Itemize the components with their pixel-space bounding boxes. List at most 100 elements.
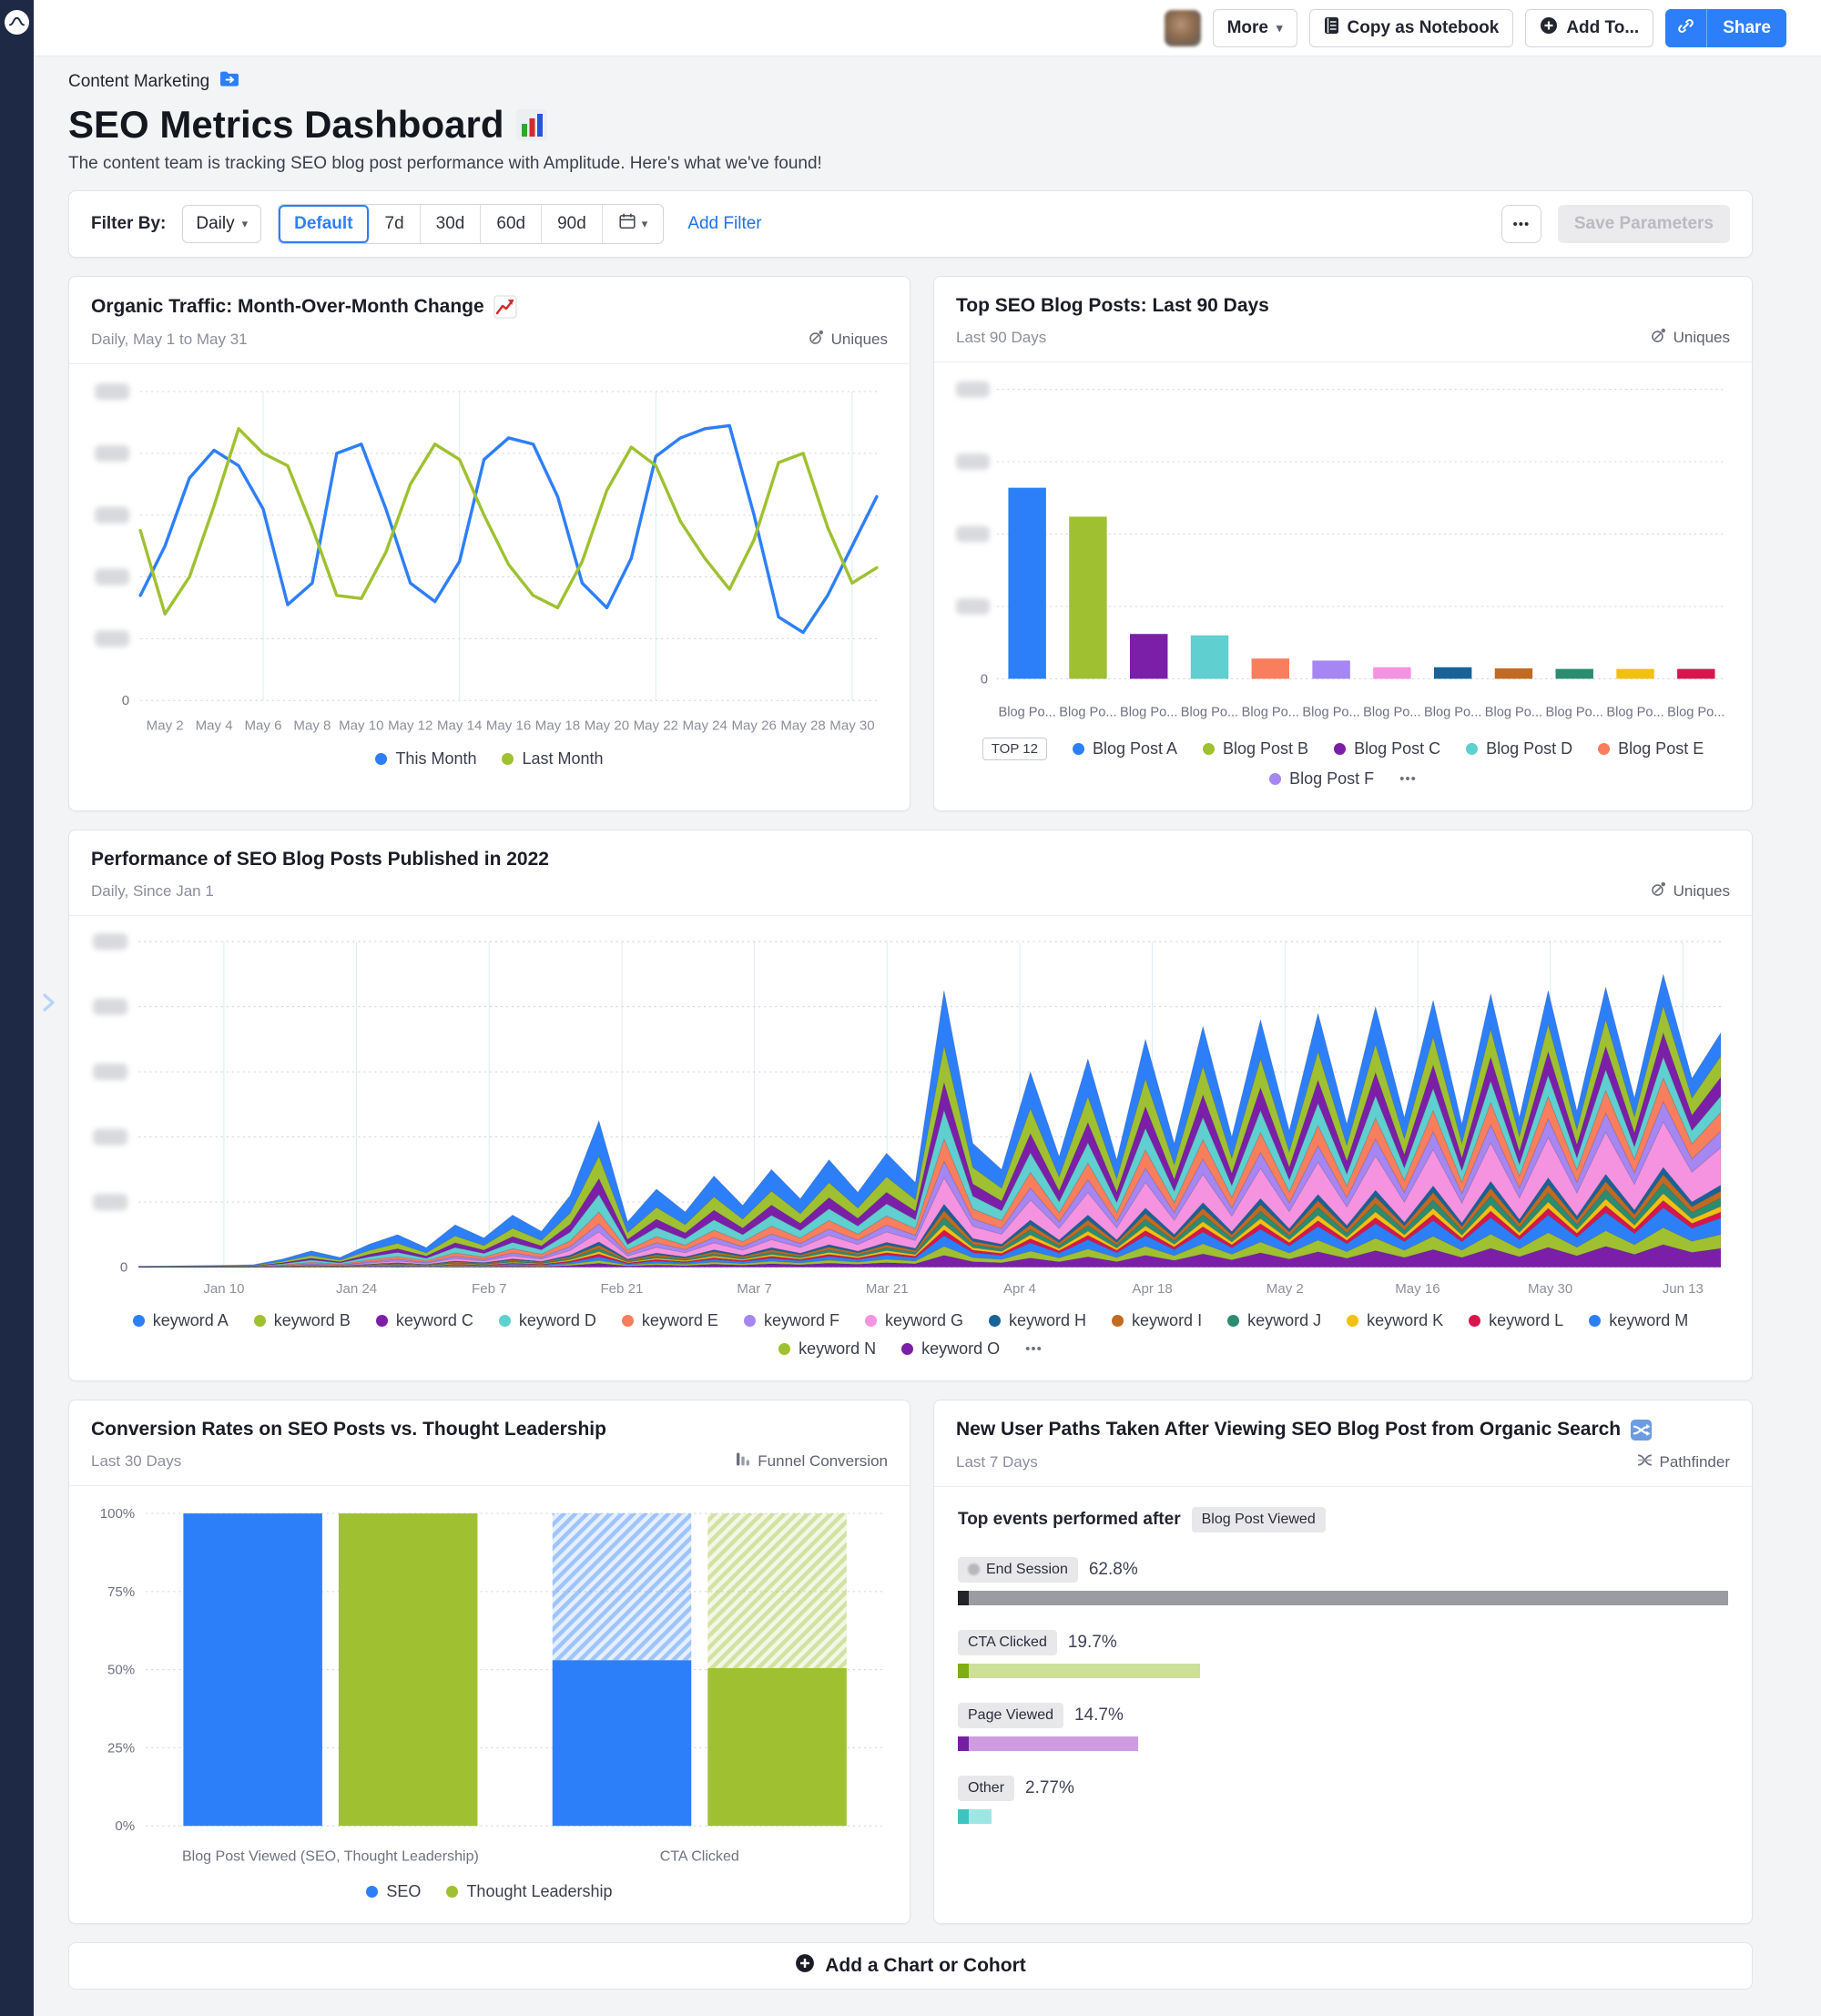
series-line-this-month[interactable] bbox=[138, 423, 879, 635]
funnel-bar-seo[interactable] bbox=[552, 1660, 692, 1827]
legend-top-badge[interactable]: TOP 12 bbox=[982, 738, 1047, 760]
legend-item[interactable]: keyword E bbox=[621, 1311, 718, 1330]
chart-type-label[interactable]: Uniques bbox=[1650, 881, 1730, 902]
custom-date-range[interactable]: ▾ bbox=[603, 205, 664, 243]
legend-item[interactable]: keyword M bbox=[1589, 1311, 1688, 1330]
range-7d[interactable]: 7d bbox=[370, 205, 421, 243]
filter-more-button[interactable]: ••• bbox=[1501, 205, 1541, 243]
bar-blog-post-5[interactable] bbox=[1251, 658, 1290, 679]
legend-item[interactable]: keyword D bbox=[498, 1311, 596, 1330]
page-title-text: SEO Metrics Dashboard bbox=[68, 103, 504, 146]
legend-item[interactable]: keyword H bbox=[989, 1311, 1086, 1330]
legend-item[interactable]: Last Month bbox=[502, 749, 604, 769]
legend-item[interactable]: Blog Post C bbox=[1334, 739, 1440, 759]
x-axis-tick: Blog Po... bbox=[1120, 705, 1177, 719]
legend-item[interactable]: keyword J bbox=[1227, 1311, 1321, 1330]
event-segmentation-icon bbox=[1650, 881, 1667, 902]
legend-item[interactable]: This Month bbox=[375, 749, 476, 769]
bar-blog-post-9[interactable] bbox=[1494, 668, 1533, 679]
event-chip[interactable]: Other bbox=[958, 1775, 1015, 1801]
area-keyword-k[interactable] bbox=[138, 1192, 1722, 1268]
share-button[interactable]: Share bbox=[1707, 9, 1786, 47]
event-percentage: 14.7% bbox=[1074, 1705, 1124, 1725]
event-bar bbox=[958, 1736, 1728, 1751]
bar-blog-post-10[interactable] bbox=[1555, 668, 1593, 679]
event-segmentation-icon bbox=[1650, 327, 1667, 349]
range-30d[interactable]: 30d bbox=[421, 205, 482, 243]
breadcrumb[interactable]: Content Marketing bbox=[68, 71, 210, 91]
funnel-bar-seo[interactable] bbox=[183, 1512, 322, 1827]
chart-type-label[interactable]: Uniques bbox=[1650, 327, 1730, 349]
legend-item[interactable]: keyword A bbox=[132, 1311, 229, 1330]
bar-blog-post-6[interactable] bbox=[1312, 660, 1350, 679]
legend-item[interactable]: Blog Post D bbox=[1466, 739, 1572, 759]
legend-item[interactable]: keyword K bbox=[1347, 1311, 1443, 1330]
bar-blog-post-11[interactable] bbox=[1616, 668, 1654, 679]
legend-item[interactable]: keyword F bbox=[743, 1311, 839, 1330]
bar-blog-post-1[interactable] bbox=[1008, 487, 1046, 679]
funnel-drop-off-thought-leadership[interactable] bbox=[707, 1512, 847, 1668]
range-60d[interactable]: 60d bbox=[481, 205, 543, 243]
bar-blog-post-2[interactable] bbox=[1069, 516, 1107, 679]
legend-item[interactable]: keyword B bbox=[253, 1311, 351, 1330]
x-axis-tick: Feb 7 bbox=[472, 1281, 506, 1297]
event-chip[interactable]: End Session bbox=[958, 1556, 1078, 1583]
interval-dropdown[interactable]: Daily ▾ bbox=[182, 205, 262, 243]
area-keyword-a[interactable] bbox=[137, 973, 1722, 1268]
funnel-bar-thought-leadership[interactable] bbox=[338, 1512, 478, 1827]
legend-item[interactable]: Blog Post F bbox=[1269, 769, 1374, 789]
range-default[interactable]: Default bbox=[279, 205, 370, 243]
event-chip[interactable]: CTA Clicked bbox=[958, 1629, 1057, 1655]
bar-blog-post-3[interactable] bbox=[1130, 634, 1168, 679]
chart-legend: SEO Thought Leadership bbox=[87, 1875, 891, 1914]
legend-item[interactable]: Thought Leadership bbox=[446, 1882, 613, 1901]
copy-as-notebook-button[interactable]: Copy as Notebook bbox=[1308, 8, 1514, 47]
add-filter-link[interactable]: Add Filter bbox=[687, 214, 762, 233]
legend-item[interactable]: keyword C bbox=[375, 1311, 473, 1330]
more-button[interactable]: More ▾ bbox=[1212, 8, 1297, 47]
event-chip[interactable]: Page Viewed bbox=[958, 1702, 1063, 1728]
legend-item[interactable]: keyword N bbox=[778, 1339, 876, 1359]
x-axis-tick: Jan 10 bbox=[203, 1281, 244, 1297]
bar-blog-post-8[interactable] bbox=[1433, 667, 1472, 679]
bar-blog-post-12[interactable] bbox=[1677, 668, 1715, 679]
chart-type-label[interactable]: Funnel Conversion bbox=[735, 1451, 888, 1472]
legend-label: keyword O bbox=[921, 1339, 1001, 1358]
amplitude-logo[interactable] bbox=[5, 10, 29, 35]
legend-item[interactable]: keyword I bbox=[1112, 1311, 1202, 1330]
copy-link-button[interactable] bbox=[1665, 8, 1708, 47]
chart-type-label[interactable]: Uniques bbox=[808, 329, 888, 351]
event-bar-lead bbox=[958, 1808, 969, 1824]
bar-blog-post-4[interactable] bbox=[1190, 635, 1229, 679]
y-axis-tick: 0% bbox=[115, 1818, 135, 1834]
legend-item[interactable]: SEO bbox=[366, 1882, 421, 1901]
legend-item[interactable]: Blog Post B bbox=[1203, 739, 1308, 759]
move-to-folder-icon[interactable] bbox=[219, 69, 240, 94]
legend-item[interactable]: keyword O bbox=[901, 1339, 1000, 1359]
event-chip[interactable]: Blog Post Viewed bbox=[1191, 1506, 1326, 1532]
legend-more-button[interactable]: ••• bbox=[1399, 771, 1417, 787]
link-icon bbox=[1677, 17, 1694, 39]
legend-label: Last Month bbox=[522, 749, 604, 769]
chart-type-label[interactable]: Pathfinder bbox=[1636, 1451, 1730, 1473]
legend-dot-icon bbox=[446, 1886, 459, 1899]
legend-dot-icon bbox=[864, 1314, 877, 1327]
bar-blog-post-7[interactable] bbox=[1373, 667, 1411, 679]
sidebar-expand-chevron-icon[interactable] bbox=[38, 991, 58, 1019]
save-parameters-button[interactable]: Save Parameters bbox=[1557, 205, 1730, 243]
add-chart-or-cohort-button[interactable]: Add a Chart or Cohort bbox=[68, 1942, 1753, 1991]
funnel-drop-off-seo[interactable] bbox=[552, 1512, 692, 1661]
add-to-button[interactable]: Add To... bbox=[1525, 8, 1654, 47]
series-line-last-month[interactable] bbox=[138, 427, 879, 616]
user-avatar[interactable] bbox=[1164, 9, 1201, 46]
x-axis-tick: Jan 24 bbox=[336, 1281, 377, 1297]
legend-item[interactable]: keyword L bbox=[1469, 1311, 1563, 1330]
legend-more-button[interactable]: ••• bbox=[1025, 1340, 1043, 1357]
range-90d[interactable]: 90d bbox=[542, 205, 603, 243]
legend-dot-icon bbox=[375, 1314, 388, 1327]
legend-item[interactable]: keyword G bbox=[864, 1311, 963, 1330]
legend-item[interactable]: Blog Post A bbox=[1072, 739, 1177, 759]
legend-item[interactable]: Blog Post E bbox=[1598, 739, 1704, 759]
funnel-bar-thought-leadership[interactable] bbox=[707, 1667, 847, 1827]
